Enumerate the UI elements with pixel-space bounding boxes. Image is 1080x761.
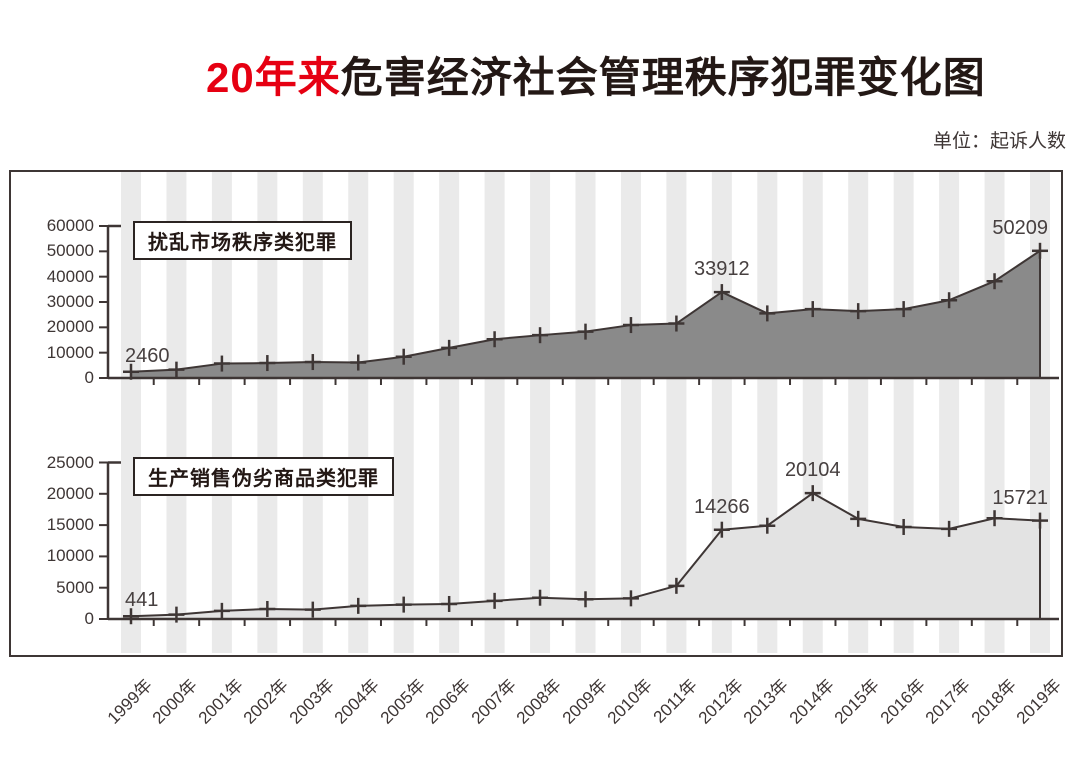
data-value-label: 441 xyxy=(125,589,159,612)
year-stripe xyxy=(439,172,460,653)
y-tick-label: 60000 xyxy=(46,216,94,235)
data-value-label: 15721 xyxy=(992,486,1048,509)
y-tick-label: 10000 xyxy=(46,342,94,362)
title-highlight: 20年来 xyxy=(206,54,341,101)
year-stripe xyxy=(302,172,323,653)
y-tick-label: 30000 xyxy=(46,292,94,311)
data-value-label: 20104 xyxy=(784,459,841,482)
year-stripe xyxy=(620,172,641,653)
y-tick-label: 5000 xyxy=(56,577,94,597)
data-value-label: 50209 xyxy=(992,216,1048,239)
year-stripe xyxy=(348,172,369,653)
data-value-label: 33912 xyxy=(694,258,750,281)
y-tick-label: 15000 xyxy=(46,515,94,535)
y-tick-label: 0 xyxy=(84,368,94,387)
year-stripe xyxy=(575,172,596,653)
legend-fake-goods-crime: 生产销售伪劣商品类犯罪 xyxy=(133,457,394,496)
year-stripe xyxy=(393,172,414,653)
legend-market-order-crime: 扰乱市场秩序类犯罪 xyxy=(133,221,352,260)
title-rest: 危害经济社会管理秩序犯罪变化图 xyxy=(340,54,986,101)
y-tick-label: 10000 xyxy=(46,546,94,566)
y-tick-label: 20000 xyxy=(46,483,94,503)
data-value-label: 14266 xyxy=(694,495,750,518)
page-title: 20年来危害经济社会管理秩序犯罪变化图 xyxy=(206,44,986,105)
y-tick-label: 40000 xyxy=(46,266,94,286)
y-tick-label: 25000 xyxy=(46,452,94,472)
data-value-label: 2460 xyxy=(125,344,170,367)
chart-frame xyxy=(9,170,1063,657)
year-stripe xyxy=(166,172,187,653)
y-tick-label: 50000 xyxy=(46,241,94,261)
year-stripe xyxy=(257,172,278,653)
unit-label: 单位：起诉人数 xyxy=(932,131,1066,152)
y-tick-label: 0 xyxy=(84,609,94,628)
year-stripe xyxy=(666,172,687,653)
year-stripe xyxy=(484,172,505,653)
year-stripe xyxy=(530,172,551,653)
y-tick-label: 20000 xyxy=(46,317,94,337)
year-stripe xyxy=(211,172,232,653)
year-stripe xyxy=(121,172,141,653)
